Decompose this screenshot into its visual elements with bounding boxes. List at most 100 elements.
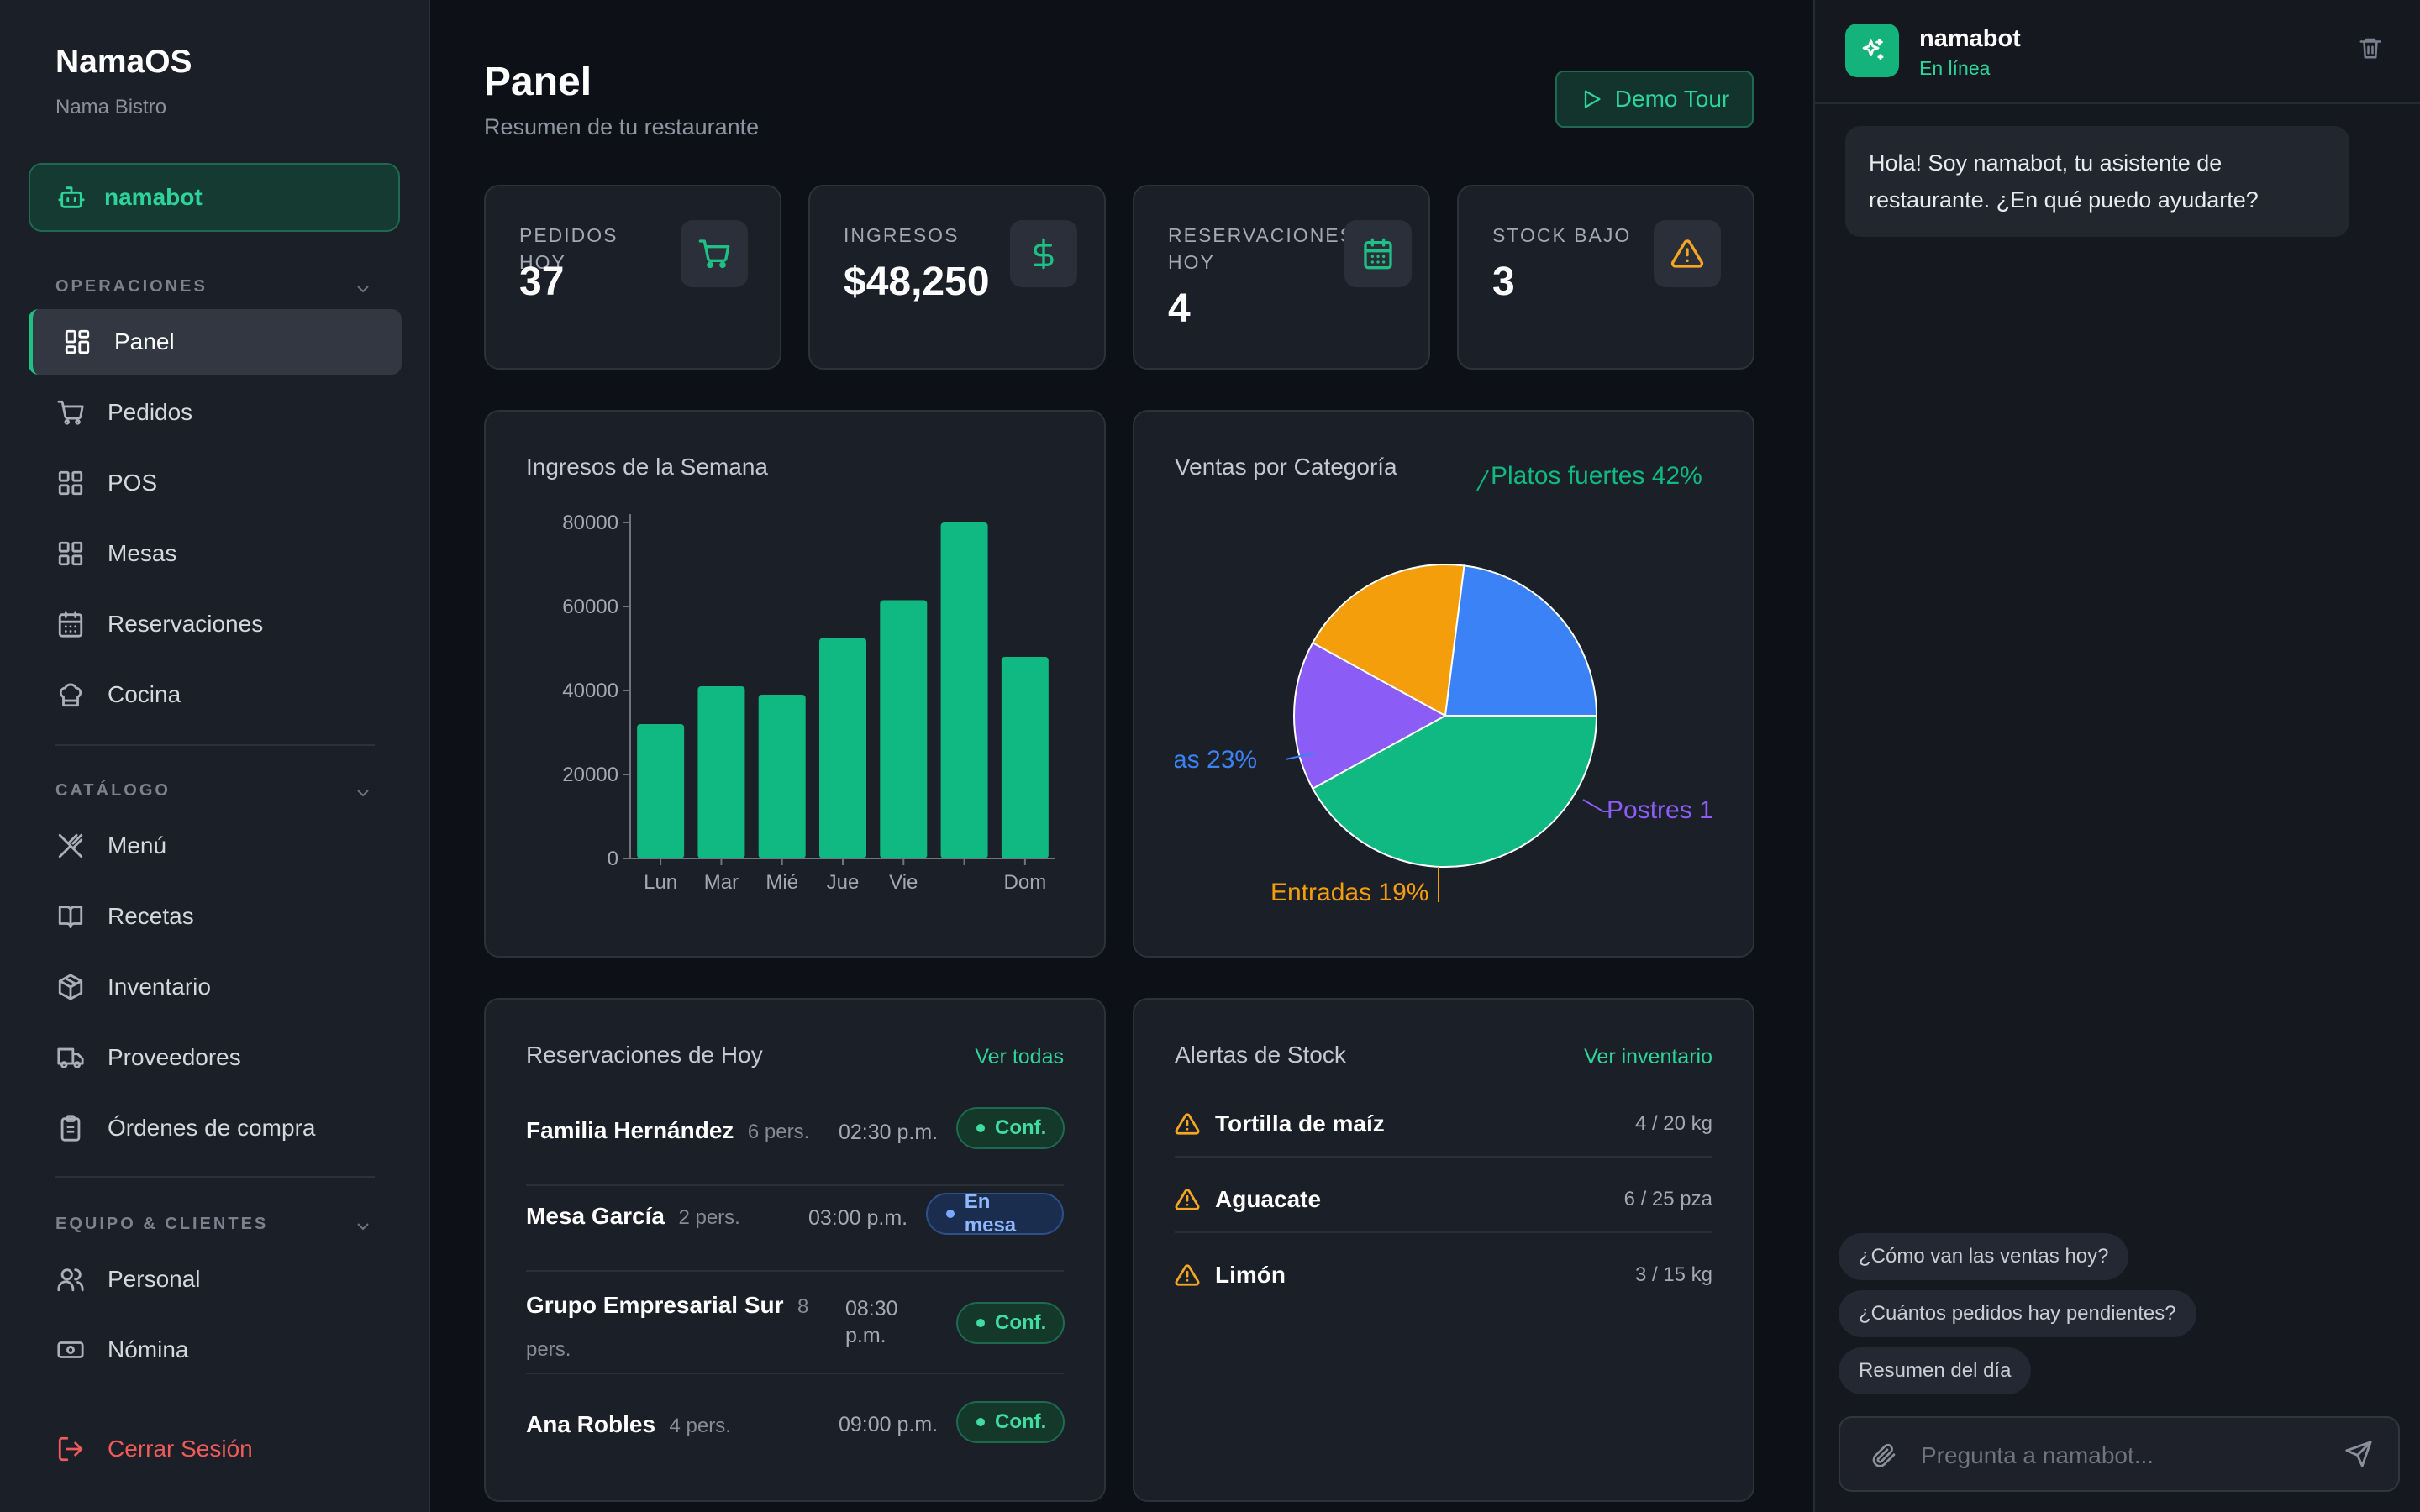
- pie-label: Platos fuertes 42%: [1491, 462, 1702, 490]
- stat-card-reservaciones: RESERVACIONES HOY 4: [1133, 185, 1430, 370]
- view-inventory-link[interactable]: Ver inventario: [1584, 1045, 1712, 1068]
- bar[interactable]: [637, 724, 685, 858]
- stock-alert-row[interactable]: Aguacate 6 / 25 pza: [1175, 1183, 1712, 1216]
- stock-item-name: Tortilla de maíz: [1215, 1110, 1385, 1137]
- reservations-card: Reservaciones de Hoy Ver todas Familia H…: [484, 998, 1106, 1502]
- alert-triangle-icon: [1175, 1111, 1200, 1137]
- logout-button[interactable]: Cerrar Sesión: [29, 1416, 402, 1482]
- sidebar-item-reservaciones[interactable]: Reservaciones: [29, 591, 402, 657]
- section-operaciones[interactable]: OPERACIONES: [55, 277, 208, 296]
- reservation-party-size: 8: [797, 1295, 809, 1318]
- x-tick-label: Mié: [765, 871, 798, 894]
- suggestion-chip[interactable]: ¿Cuántos pedidos hay pendientes?: [1839, 1290, 2196, 1337]
- stat-value: 3: [1492, 260, 1515, 304]
- sidebar-item-label: Inventario: [108, 974, 211, 1000]
- sidebar-item-pos[interactable]: POS: [29, 450, 402, 516]
- sidebar-item-cocina[interactable]: Cocina: [29, 662, 402, 727]
- demo-tour-button[interactable]: Demo Tour: [1555, 71, 1754, 128]
- pie-slice[interactable]: [1444, 564, 1598, 717]
- sidebar-item-label: Mesas: [108, 540, 177, 566]
- weekly-revenue-chart: 80000 60000 40000 20000 0 Lun Mar Mié Jue Vie Dom: [562, 512, 1055, 894]
- reservation-row[interactable]: Grupo Empresarial Sur 8 pers. 08:30 p.m.…: [526, 1285, 1065, 1378]
- status-label: Conf.: [995, 1116, 1047, 1139]
- reservation-row[interactable]: Ana Robles 4 pers. 09:00 p.m. Conf.: [526, 1401, 1065, 1453]
- sidebar-item-inventario[interactable]: Inventario: [29, 954, 402, 1020]
- pie-slice[interactable]: [1293, 641, 1448, 790]
- row-divider: [526, 1270, 1064, 1272]
- sidebar-item-proveedores[interactable]: Proveedores: [29, 1025, 402, 1090]
- suggestion-chip[interactable]: Resumen del día: [1839, 1347, 2032, 1394]
- bar[interactable]: [758, 695, 806, 858]
- x-tick-label: Dom: [1004, 871, 1047, 894]
- reservation-time-hour: 08:30: [845, 1297, 898, 1320]
- grid-icon: [55, 468, 86, 498]
- sidebar-item-label: Nómina: [108, 1336, 189, 1362]
- reservation-row[interactable]: Familia Hernández 6 pers. 02:30 p.m. Con…: [526, 1107, 1065, 1159]
- pie-slice[interactable]: [1311, 564, 1465, 717]
- divider: [55, 744, 375, 746]
- sidebar: NamaOS Nama Bistro namabot OPERACIONES P…: [0, 0, 430, 1512]
- sidebar-item-personal[interactable]: Personal: [29, 1247, 402, 1312]
- namabot-button[interactable]: namabot: [29, 163, 400, 232]
- x-tick-label: Vie: [889, 871, 918, 894]
- box-icon: [55, 972, 86, 1002]
- sidebar-item-ordenes-compra[interactable]: Órdenes de compra: [29, 1095, 402, 1161]
- x-tick-label: Mar: [704, 871, 739, 894]
- row-divider: [1175, 1156, 1712, 1158]
- status-label: En mesa: [964, 1190, 1017, 1236]
- trash-icon[interactable]: [2358, 35, 2383, 60]
- bar[interactable]: [697, 686, 745, 858]
- chevron-down-icon[interactable]: [353, 279, 373, 299]
- x-tick-label: Lun: [644, 871, 677, 894]
- sidebar-item-mesas[interactable]: Mesas: [29, 521, 402, 586]
- stock-alert-row[interactable]: Tortilla de maíz 4 / 20 kg: [1175, 1107, 1712, 1141]
- sidebar-item-pedidos[interactable]: Pedidos: [29, 380, 402, 445]
- stat-card-stock-bajo: STOCK BAJO 3: [1457, 185, 1754, 370]
- suggestion-chip[interactable]: ¿Cómo van las ventas hoy?: [1839, 1233, 2129, 1280]
- chevron-down-icon[interactable]: [353, 1216, 373, 1236]
- sidebar-item-label: Órdenes de compra: [108, 1115, 316, 1141]
- reservation-name: Ana Robles: [526, 1411, 656, 1437]
- stat-label: PEDIDOS HOY: [519, 224, 618, 273]
- chef-hat-icon: [55, 680, 86, 710]
- stock-item-qty: 3 / 15 kg: [1634, 1263, 1712, 1286]
- view-all-reservations-link[interactable]: Ver todas: [975, 1045, 1064, 1068]
- paperclip-icon[interactable]: [1870, 1442, 1897, 1469]
- sidebar-item-recetas[interactable]: Recetas: [29, 884, 402, 949]
- status-badge: Conf.: [956, 1302, 1065, 1344]
- bot-message: Hola! Soy namabot, tu asistente de resta…: [1845, 126, 2349, 237]
- calendar-icon: [1344, 220, 1412, 287]
- reservation-party-size: 4 pers.: [669, 1415, 731, 1437]
- section-catalogo[interactable]: CATÁLOGO: [55, 781, 171, 800]
- row-divider: [526, 1373, 1064, 1374]
- pie-slice[interactable]: [1311, 715, 1598, 868]
- bar[interactable]: [940, 522, 988, 858]
- sidebar-item-nomina[interactable]: Nómina: [29, 1317, 402, 1383]
- bar[interactable]: [880, 600, 928, 859]
- section-equipo-clientes[interactable]: EQUIPO & CLIENTES: [55, 1215, 269, 1233]
- sidebar-item-panel[interactable]: Panel: [29, 309, 402, 375]
- divider: [55, 1176, 375, 1178]
- stat-label: STOCK BAJO: [1492, 224, 1632, 246]
- reservation-name: Mesa García: [526, 1203, 665, 1229]
- stock-alerts-card: Alertas de Stock Ver inventario Tortilla…: [1133, 998, 1754, 1502]
- bar[interactable]: [1001, 657, 1049, 858]
- chevron-down-icon[interactable]: [353, 783, 373, 803]
- y-tick-label: 40000: [562, 680, 618, 702]
- stock-alert-row[interactable]: Limón 3 / 15 kg: [1175, 1258, 1712, 1292]
- reservation-time: 02:30 p.m.: [839, 1121, 939, 1144]
- alert-triangle-icon: [1175, 1187, 1200, 1212]
- send-icon[interactable]: [2344, 1440, 2373, 1468]
- pie-group: Platos fuertes 42% Postres 1 Entradas 19% a…: [1175, 462, 1713, 906]
- status-dot: [946, 1210, 955, 1218]
- sidebar-item-menu[interactable]: Menú: [29, 813, 402, 879]
- y-tick-label: 0: [608, 848, 618, 870]
- pie-label: Entradas 19%: [1270, 879, 1428, 906]
- truck-icon: [55, 1042, 86, 1073]
- reservation-row[interactable]: Mesa García 2 pers. 03:00 p.m. En mesa: [526, 1190, 1064, 1245]
- bar[interactable]: [819, 638, 866, 859]
- chat-input[interactable]: [1919, 1435, 2317, 1477]
- stat-value: 37: [519, 260, 565, 304]
- sidebar-item-label: Personal: [108, 1266, 201, 1292]
- stat-value: 4: [1168, 286, 1191, 331]
